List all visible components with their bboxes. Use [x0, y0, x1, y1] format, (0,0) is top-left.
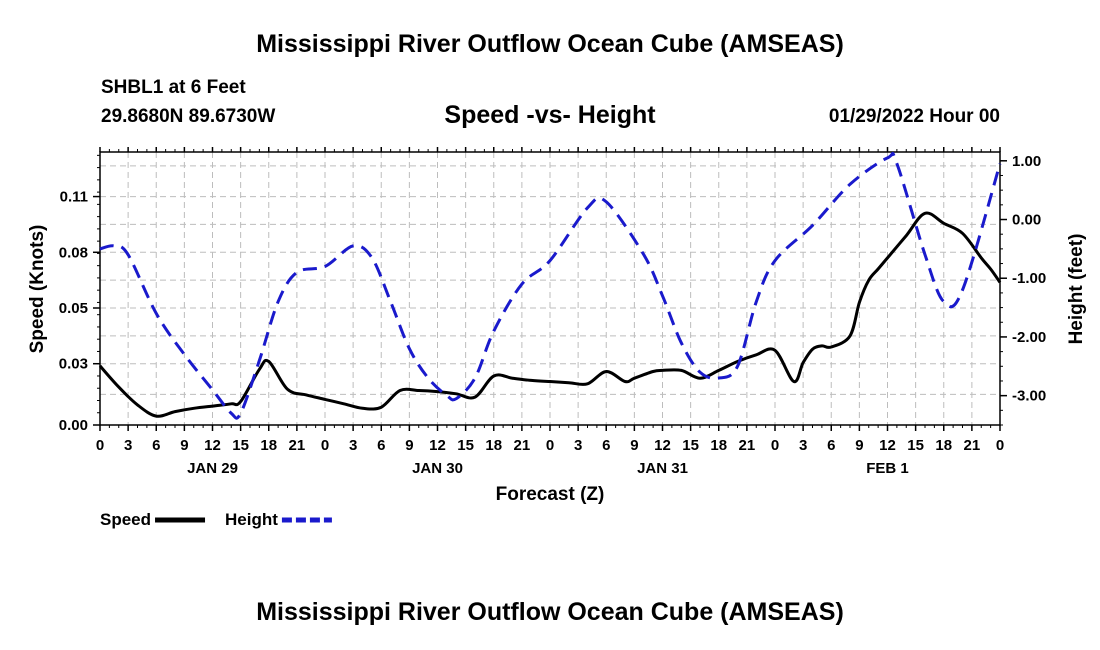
- series-line-speed: [98, 211, 1002, 418]
- axes: 0 3 6 9 12 15 18 21 0 3 6 9 12 15 18 21 0 3 6 9 12 15 18 21 0 3 6 9…: [59, 147, 1046, 477]
- x-tick-label: 21: [514, 437, 531, 454]
- x-tick-label: 15: [232, 437, 249, 454]
- day-label: JAN 29: [187, 460, 238, 477]
- x-tick-label: 12: [654, 437, 671, 454]
- x-tick-label: 21: [739, 437, 756, 454]
- y-left-tick-label: 0.00: [59, 417, 88, 434]
- x-tick-label: 9: [630, 437, 638, 454]
- x-tick-label: 12: [429, 437, 446, 454]
- y-right-tick-label: 1.00: [1012, 153, 1041, 170]
- day-label: JAN 31: [637, 460, 688, 477]
- x-tick-label: 6: [377, 437, 385, 454]
- x-tick-label: 6: [152, 437, 160, 454]
- x-tick-label: 9: [405, 437, 413, 454]
- x-tick-label: 15: [682, 437, 699, 454]
- y-left-tick-label: 0.03: [59, 356, 88, 373]
- y-left-tick-label: 0.05: [59, 300, 88, 317]
- y-axis-left-title: Speed (Knots): [27, 225, 48, 354]
- x-tick-label: 18: [935, 437, 952, 454]
- x-tick-label: 9: [855, 437, 863, 454]
- x-tick-label: 0: [996, 437, 1004, 454]
- day-label: FEB 1: [866, 460, 909, 477]
- x-tick-label: 0: [321, 437, 329, 454]
- x-tick-label: 21: [964, 437, 981, 454]
- main-title: Mississippi River Outflow Ocean Cube (AM…: [256, 30, 844, 58]
- y-right-tick-label: 0.00: [1012, 212, 1041, 229]
- x-tick-label: 9: [180, 437, 188, 454]
- station-label: SHBL1 at 6 Feet: [101, 77, 246, 98]
- x-tick-label: 6: [602, 437, 610, 454]
- y-right-tick-label: -2.00: [1012, 329, 1046, 346]
- x-tick-label: 18: [485, 437, 502, 454]
- legend-label-height: Height: [225, 510, 278, 529]
- x-tick-label: 3: [574, 437, 582, 454]
- x-tick-label: 0: [96, 437, 104, 454]
- x-tick-label: 12: [204, 437, 221, 454]
- x-tick-label: 21: [289, 437, 306, 454]
- x-tick-label: 3: [799, 437, 807, 454]
- x-tick-label: 0: [546, 437, 554, 454]
- x-axis-title: Forecast (Z): [496, 484, 605, 505]
- x-tick-label: 18: [260, 437, 277, 454]
- day-label: JAN 30: [412, 460, 463, 477]
- x-tick-label: 0: [771, 437, 779, 454]
- x-tick-label: 15: [907, 437, 924, 454]
- x-tick-label: 3: [124, 437, 132, 454]
- series-line-height: [99, 151, 1002, 420]
- legend: Speed Height: [100, 510, 332, 529]
- x-tick-label: 6: [827, 437, 835, 454]
- coordinates-label: 29.8680N 89.6730W: [101, 106, 276, 127]
- y-left-tick-label: 0.08: [59, 244, 88, 261]
- legend-label-speed: Speed: [100, 510, 151, 529]
- chart-subtitle: Speed -vs- Height: [444, 101, 656, 129]
- grid: [100, 152, 1000, 425]
- y-right-tick-label: -3.00: [1012, 388, 1046, 405]
- y-axis-right-title: Height (feet): [1066, 234, 1087, 345]
- series: [98, 151, 1002, 420]
- y-left-tick-label: 0.11: [60, 189, 88, 206]
- footer-title: Mississippi River Outflow Ocean Cube (AM…: [256, 598, 844, 626]
- x-tick-label: 18: [710, 437, 727, 454]
- x-tick-label: 15: [457, 437, 474, 454]
- x-tick-label: 12: [879, 437, 896, 454]
- forecast-date: 01/29/2022 Hour 00: [828, 106, 1000, 127]
- x-tick-label: 3: [349, 437, 357, 454]
- y-right-tick-label: -1.00: [1012, 270, 1046, 287]
